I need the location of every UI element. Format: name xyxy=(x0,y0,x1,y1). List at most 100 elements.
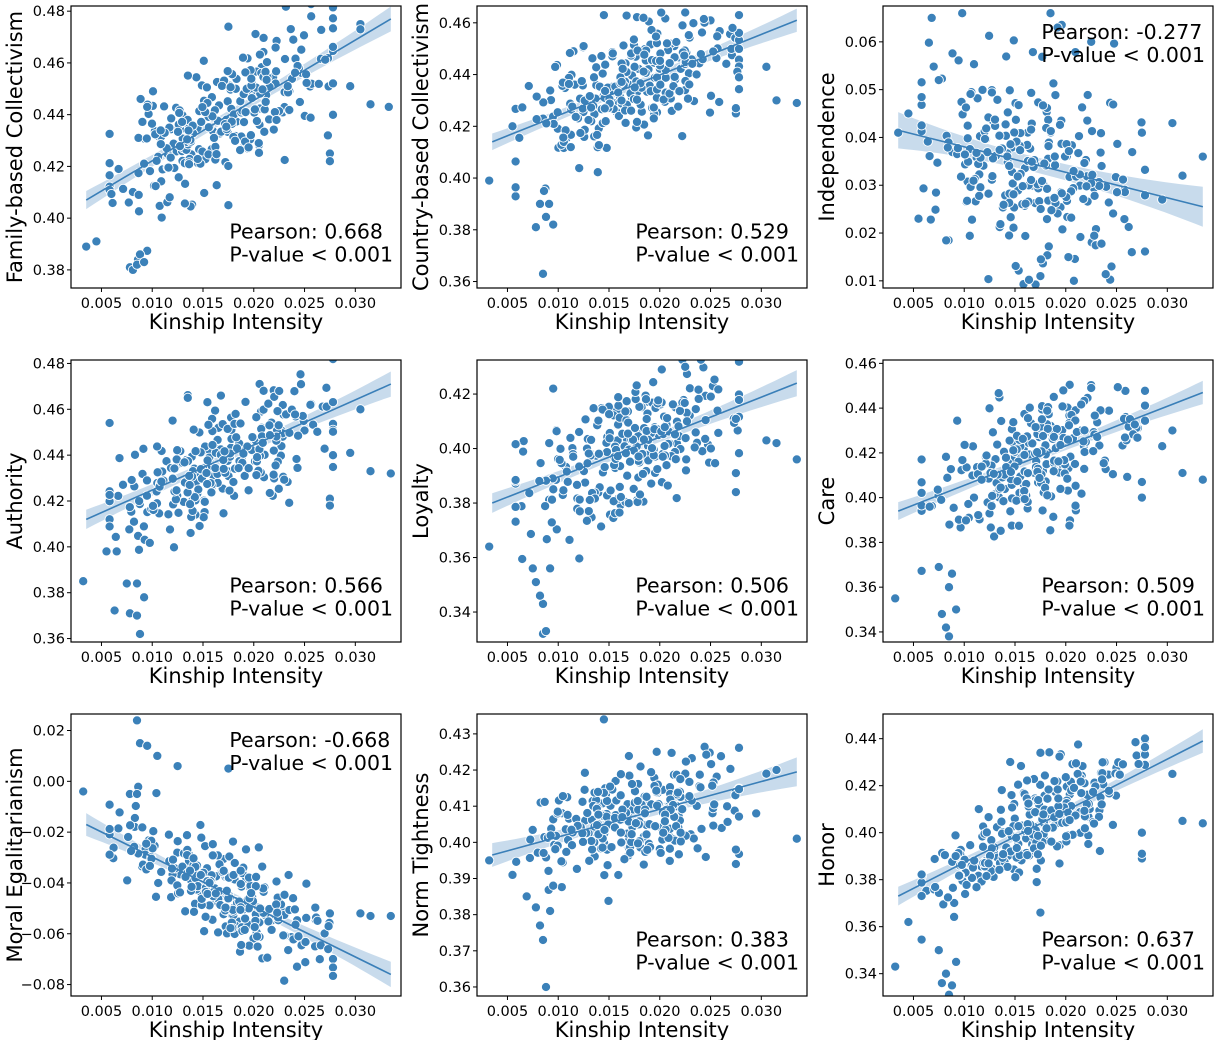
data-point xyxy=(942,892,954,903)
pearson-label: Pearson: -0.277 xyxy=(1041,20,1202,44)
data-point xyxy=(562,476,573,487)
data-point xyxy=(558,132,569,143)
data-point xyxy=(301,878,312,889)
data-point xyxy=(1139,733,1151,744)
data-point xyxy=(623,417,634,428)
data-point xyxy=(984,30,995,41)
data-point xyxy=(568,451,579,462)
data-point xyxy=(182,392,193,403)
data-point xyxy=(960,102,972,113)
data-point xyxy=(345,81,356,92)
data-point xyxy=(180,906,191,917)
data-point xyxy=(1008,222,1019,233)
panel-family-collectivism: 0.005 0.010 0.015 0.020 0.025 0.030 0.38 0.40 0.… xyxy=(3,4,402,334)
data-point xyxy=(1013,520,1025,531)
x-tick-label: 0.020 xyxy=(233,650,275,666)
data-point xyxy=(1002,107,1013,118)
data-point xyxy=(691,69,702,80)
y-tick-label: 0.39 xyxy=(439,872,471,888)
data-point xyxy=(163,162,174,173)
data-point xyxy=(913,213,924,224)
data-point xyxy=(203,419,214,430)
pvalue-label: P-value < 0.001 xyxy=(1041,43,1205,67)
y-axis-label: Norm Tightness xyxy=(409,773,433,938)
data-point xyxy=(139,592,150,603)
data-point xyxy=(1107,469,1118,480)
data-point xyxy=(981,870,992,882)
data-point xyxy=(623,498,634,509)
data-point xyxy=(1057,401,1068,412)
data-point xyxy=(164,524,176,535)
data-point xyxy=(957,8,968,19)
data-point xyxy=(761,435,772,446)
data-point xyxy=(598,714,609,725)
data-point xyxy=(104,823,115,835)
data-point xyxy=(588,72,600,83)
data-point xyxy=(1005,756,1016,768)
data-point xyxy=(571,479,583,490)
data-point xyxy=(305,112,316,123)
data-point xyxy=(78,576,89,587)
data-point xyxy=(1017,433,1028,444)
data-point xyxy=(296,44,307,55)
panel-authority: 0.005 0.010 0.015 0.020 0.025 0.030 0.36 0.38 0.… xyxy=(3,356,402,688)
data-point xyxy=(1049,151,1060,162)
data-point xyxy=(539,796,550,807)
data-point xyxy=(662,480,673,491)
data-point xyxy=(602,860,613,871)
data-point xyxy=(104,158,115,169)
data-point xyxy=(622,470,633,481)
data-point xyxy=(713,427,724,438)
data-point xyxy=(137,822,148,833)
data-point xyxy=(220,902,231,913)
data-point xyxy=(202,478,213,490)
data-point xyxy=(1131,750,1142,761)
data-point xyxy=(260,96,271,107)
data-point xyxy=(213,927,224,938)
data-point xyxy=(210,463,221,474)
data-point xyxy=(916,565,927,576)
data-point xyxy=(289,386,300,397)
data-point xyxy=(207,839,218,850)
data-point xyxy=(693,393,704,404)
data-point xyxy=(1004,435,1015,446)
data-point xyxy=(554,454,565,465)
data-point xyxy=(1095,128,1107,139)
data-point xyxy=(564,47,575,59)
panel-loyalty: 0.005 0.010 0.015 0.020 0.025 0.030 0.34 0.36 0.… xyxy=(409,359,808,688)
data-point xyxy=(1026,124,1037,135)
data-point xyxy=(615,790,626,801)
data-point xyxy=(1167,118,1178,129)
data-point xyxy=(510,156,521,167)
y-tick-label: 0.36 xyxy=(439,275,471,291)
data-point xyxy=(1076,788,1087,799)
data-point xyxy=(131,578,143,589)
data-point xyxy=(923,37,934,48)
data-point xyxy=(196,116,207,127)
x-tick-label: 0.005 xyxy=(487,296,529,312)
data-point xyxy=(583,114,594,126)
data-point xyxy=(310,902,321,913)
data-point xyxy=(1136,492,1147,503)
data-point xyxy=(240,396,251,407)
x-tick-label: 0.010 xyxy=(537,1004,579,1020)
data-point xyxy=(152,467,163,478)
plot-area xyxy=(78,715,396,988)
data-point xyxy=(592,786,604,797)
data-point xyxy=(666,747,677,758)
data-point xyxy=(701,749,712,760)
y-axis-label: Independence xyxy=(815,72,839,221)
data-point xyxy=(1035,907,1046,918)
data-point xyxy=(327,426,339,437)
data-point xyxy=(940,622,952,633)
data-point xyxy=(254,49,265,60)
data-point xyxy=(930,881,941,893)
data-point xyxy=(235,418,246,429)
data-point xyxy=(327,78,339,89)
data-point xyxy=(648,113,659,124)
data-point xyxy=(1066,212,1077,223)
data-point xyxy=(661,460,672,471)
data-point xyxy=(199,496,210,507)
x-tick-label: 0.020 xyxy=(1045,650,1087,666)
data-point xyxy=(596,50,607,62)
